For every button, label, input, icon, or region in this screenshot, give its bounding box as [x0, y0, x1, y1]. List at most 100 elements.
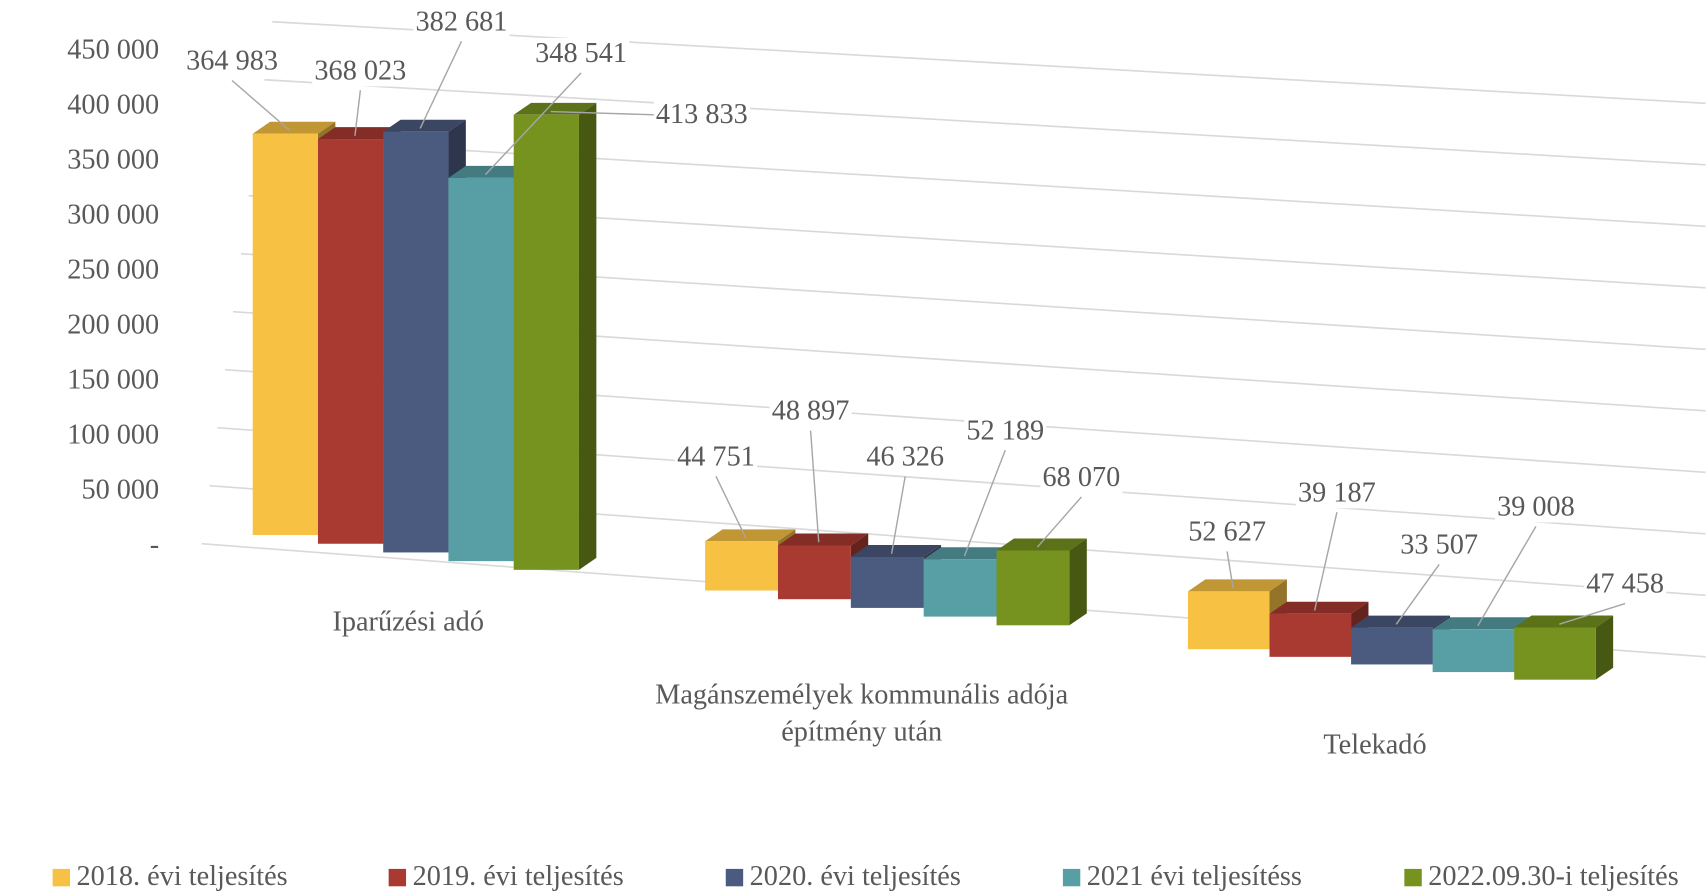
- bar-top: [1432, 617, 1532, 630]
- data-label-bg: [413, 6, 510, 38]
- data-label: 52 627: [1188, 516, 1266, 547]
- bar-face: [1514, 627, 1596, 680]
- bar-face: [996, 550, 1070, 626]
- bar-top: [996, 538, 1087, 551]
- bar-top: [923, 547, 1014, 560]
- leader-line: [963, 449, 1006, 557]
- bar-face: [705, 541, 778, 591]
- data-label: 52 189: [966, 415, 1044, 446]
- bar: [1432, 617, 1532, 673]
- legend-label: 2018. évi teljesítés: [77, 861, 288, 892]
- data-label: 68 070: [1043, 462, 1121, 493]
- data-label-bg: [183, 45, 281, 77]
- x-tick-label: Iparűzési adó: [332, 605, 484, 638]
- bar-top: [1269, 601, 1369, 614]
- data-label-bg: [674, 441, 758, 473]
- bar-top: [383, 119, 466, 132]
- y-tick-label: 450 000: [67, 35, 159, 66]
- category-label-box: Iparűzési adó: [332, 605, 484, 638]
- leader-line: [1036, 496, 1082, 548]
- data-label-bg: [312, 55, 409, 87]
- legend-swatch: [388, 868, 407, 887]
- bar-face: [383, 131, 449, 553]
- legend-swatch: [1404, 868, 1422, 887]
- data-label: 413 833: [656, 99, 748, 130]
- data-label-bg: [1398, 529, 1481, 561]
- data-label: 382 681: [416, 6, 508, 37]
- data-label-bg: [1295, 477, 1378, 509]
- data-label: 47 458: [1586, 569, 1664, 600]
- legend-swatch: [1062, 868, 1081, 887]
- bar-face: [317, 139, 384, 544]
- legend-label: 2020. évi teljesítés: [750, 861, 961, 892]
- data-label-bg: [964, 415, 1047, 447]
- legend-swatch: [725, 868, 744, 887]
- data-label: 348 541: [535, 38, 627, 69]
- category-label-box: Telekadó: [1323, 728, 1427, 761]
- legend-label: 2021 évi teljesítéss: [1087, 861, 1302, 892]
- leader-line: [1313, 512, 1338, 611]
- leader-line: [1226, 551, 1234, 589]
- data-label: 368 023: [314, 55, 406, 86]
- data-label: 39 008: [1497, 491, 1575, 522]
- data-label: 364 983: [186, 46, 278, 77]
- bar-face: [1269, 613, 1352, 657]
- data-label: 48 897: [772, 396, 850, 427]
- data-label-bg: [653, 98, 750, 130]
- bar-top: [850, 545, 942, 557]
- leader-line: [354, 90, 362, 136]
- bar-top: [317, 127, 401, 140]
- bar-top: [448, 165, 532, 178]
- bar: [1187, 579, 1287, 650]
- bar-face: [1187, 591, 1270, 650]
- x-tick-label: Telekadó: [1323, 728, 1427, 761]
- data-label-bg: [1040, 462, 1123, 494]
- data-label-bg: [769, 395, 852, 427]
- y-tick-label: 250 000: [67, 255, 159, 286]
- leader-line: [231, 79, 291, 131]
- leader-line: [890, 476, 906, 554]
- data-label-bg: [533, 37, 630, 69]
- bar-top: [1351, 615, 1451, 628]
- leader-line: [1395, 563, 1440, 625]
- y-tick-label: 200 000: [67, 310, 159, 341]
- data-label: 33 507: [1400, 529, 1478, 560]
- bar-top: [705, 529, 796, 542]
- bar-face: [1351, 627, 1433, 665]
- data-label-bg: [1186, 516, 1269, 548]
- bar-top: [1187, 579, 1287, 592]
- bar-face: [850, 556, 924, 608]
- grid-line: [272, 20, 1706, 105]
- x-tick-label: Magánszemélyek kommunális adója építmény…: [655, 678, 1069, 748]
- bar: [513, 102, 597, 570]
- bar-top: [1514, 615, 1614, 628]
- bar-side: [1595, 615, 1614, 680]
- leader-line: [484, 72, 582, 176]
- bar-face: [777, 545, 851, 600]
- bar-top: [252, 121, 336, 134]
- category-label-box: Magánszemélyek kommunális adója építmény…: [655, 678, 1069, 748]
- bar-top: [777, 533, 869, 546]
- bar-side: [1069, 538, 1087, 626]
- y-tick-label: 50 000: [81, 475, 159, 506]
- data-label-bg: [864, 441, 947, 473]
- leader-line: [1477, 525, 1537, 627]
- y-tick-label: 150 000: [67, 365, 159, 396]
- grid-line: [256, 136, 1706, 228]
- bar-face: [252, 133, 318, 536]
- bar: [996, 538, 1087, 626]
- grid-line: [264, 78, 1706, 166]
- bar: [1514, 615, 1614, 680]
- y-tick-label: 100 000: [67, 420, 159, 451]
- leader-line: [715, 476, 747, 539]
- leader-line: [1559, 602, 1626, 625]
- y-tick-label: 350 000: [67, 145, 159, 176]
- bar-side: [578, 102, 597, 570]
- data-label: 44 751: [677, 441, 755, 472]
- leader-line: [419, 41, 463, 129]
- bar-face: [448, 177, 514, 562]
- data-label: 46 326: [866, 441, 944, 472]
- data-label: 39 187: [1298, 477, 1376, 508]
- bar-face: [513, 114, 579, 570]
